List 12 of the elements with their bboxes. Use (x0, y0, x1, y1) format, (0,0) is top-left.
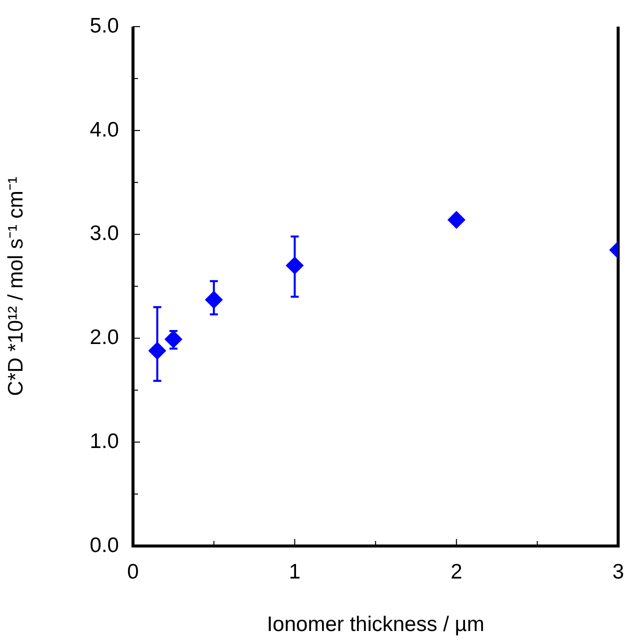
x-tick-label: 3 (612, 560, 624, 584)
y-tick-label: 4.0 (90, 118, 119, 142)
y-tick-label: 5.0 (90, 14, 119, 38)
x-axis-title: Ionomer thickness / µm (266, 613, 484, 636)
y-tick-label: 2.0 (90, 326, 119, 350)
y-axis-title: C*D *10¹² / mol s⁻¹ cm⁻¹ (4, 176, 28, 396)
y-tick-label: 0.0 (90, 534, 119, 557)
x-tick-label: 2 (450, 560, 462, 584)
y-tick-label: 1.0 (90, 430, 119, 453)
x-tick-label: 1 (288, 560, 301, 584)
y-tick-label: 3.0 (90, 222, 119, 246)
x-tick-label: 0 (127, 560, 139, 584)
